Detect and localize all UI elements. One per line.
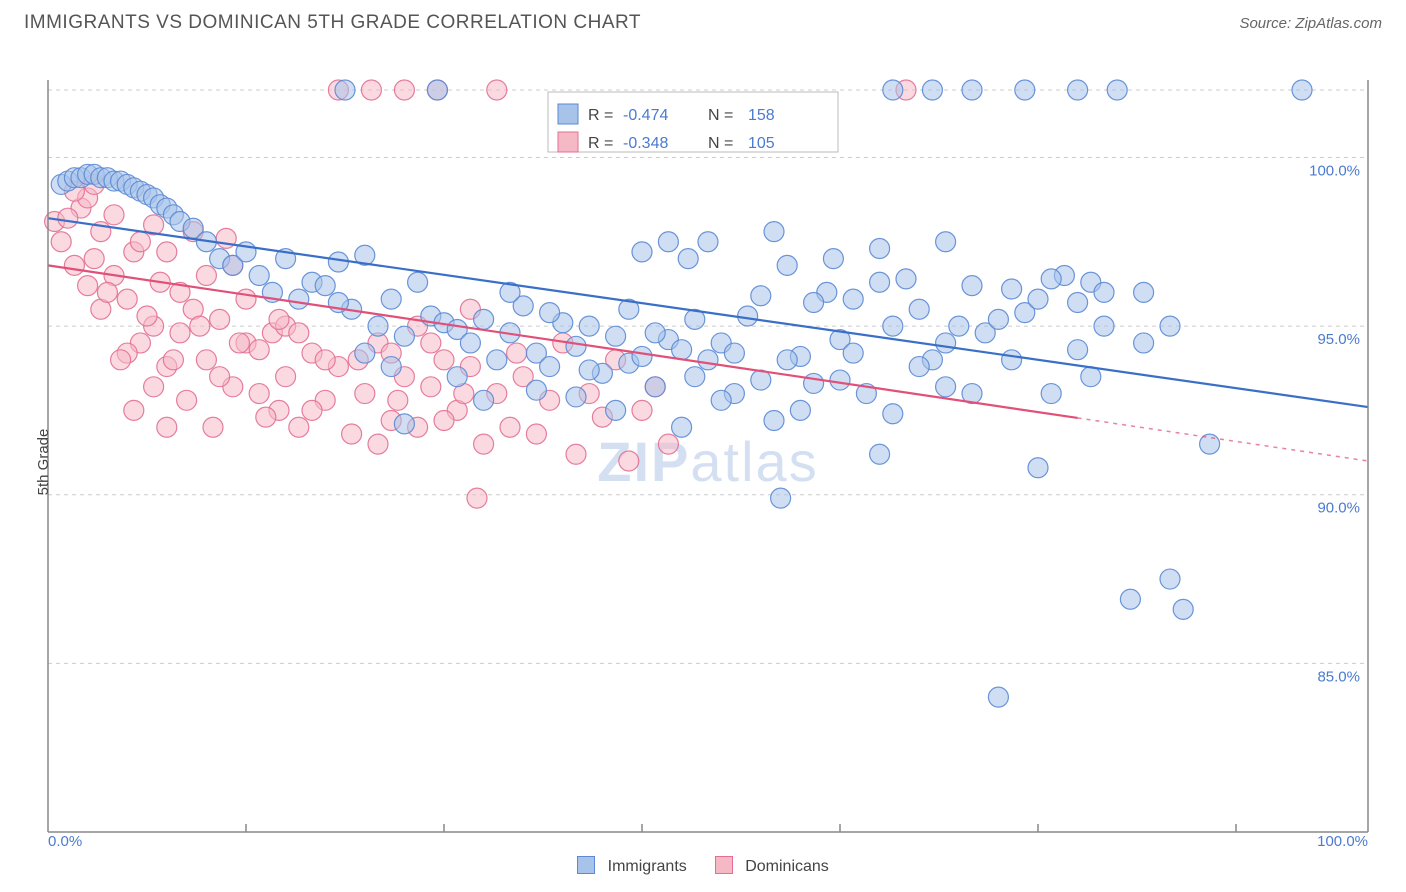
chart-header: IMMIGRANTS VS DOMINICAN 5TH GRADE CORREL… bbox=[0, 0, 1406, 42]
svg-text:-0.474: -0.474 bbox=[623, 107, 668, 124]
scatter-chart-svg: 85.0%90.0%95.0%100.0%ZIPatlasR =-0.474N … bbox=[0, 42, 1406, 842]
svg-text:158: 158 bbox=[748, 107, 775, 124]
y-axis-label: 5th Grade bbox=[35, 429, 52, 496]
svg-text:95.0%: 95.0% bbox=[1317, 331, 1360, 348]
source-label: Source: ZipAtlas.com bbox=[1239, 15, 1382, 32]
legend-label-immigrants: Immigrants bbox=[608, 858, 687, 875]
x-tick-max: 100.0% bbox=[1317, 833, 1368, 850]
svg-text:-0.348: -0.348 bbox=[623, 135, 668, 152]
x-axis-labels: 0.0% 100.0% bbox=[48, 833, 1368, 850]
svg-text:105: 105 bbox=[748, 135, 775, 152]
svg-text:N =: N = bbox=[708, 107, 733, 124]
svg-text:N =: N = bbox=[708, 135, 733, 152]
legend-item-dominicans: Dominicans bbox=[715, 856, 829, 876]
svg-text:R =: R = bbox=[588, 107, 613, 124]
svg-text:R =: R = bbox=[588, 135, 613, 152]
legend-item-immigrants: Immigrants bbox=[577, 856, 687, 876]
svg-text:85.0%: 85.0% bbox=[1317, 668, 1360, 685]
bottom-legend: Immigrants Dominicans bbox=[0, 856, 1406, 876]
legend-label-dominicans: Dominicans bbox=[745, 858, 829, 875]
chart-area: 5th Grade 85.0%90.0%95.0%100.0%ZIPatlasR… bbox=[0, 42, 1406, 882]
legend-swatch-dominicans bbox=[715, 856, 733, 874]
svg-text:90.0%: 90.0% bbox=[1317, 500, 1360, 517]
legend-swatch-immigrants bbox=[577, 856, 595, 874]
x-tick-min: 0.0% bbox=[48, 833, 82, 850]
svg-text:100.0%: 100.0% bbox=[1309, 162, 1360, 179]
chart-title: IMMIGRANTS VS DOMINICAN 5TH GRADE CORREL… bbox=[24, 12, 641, 34]
